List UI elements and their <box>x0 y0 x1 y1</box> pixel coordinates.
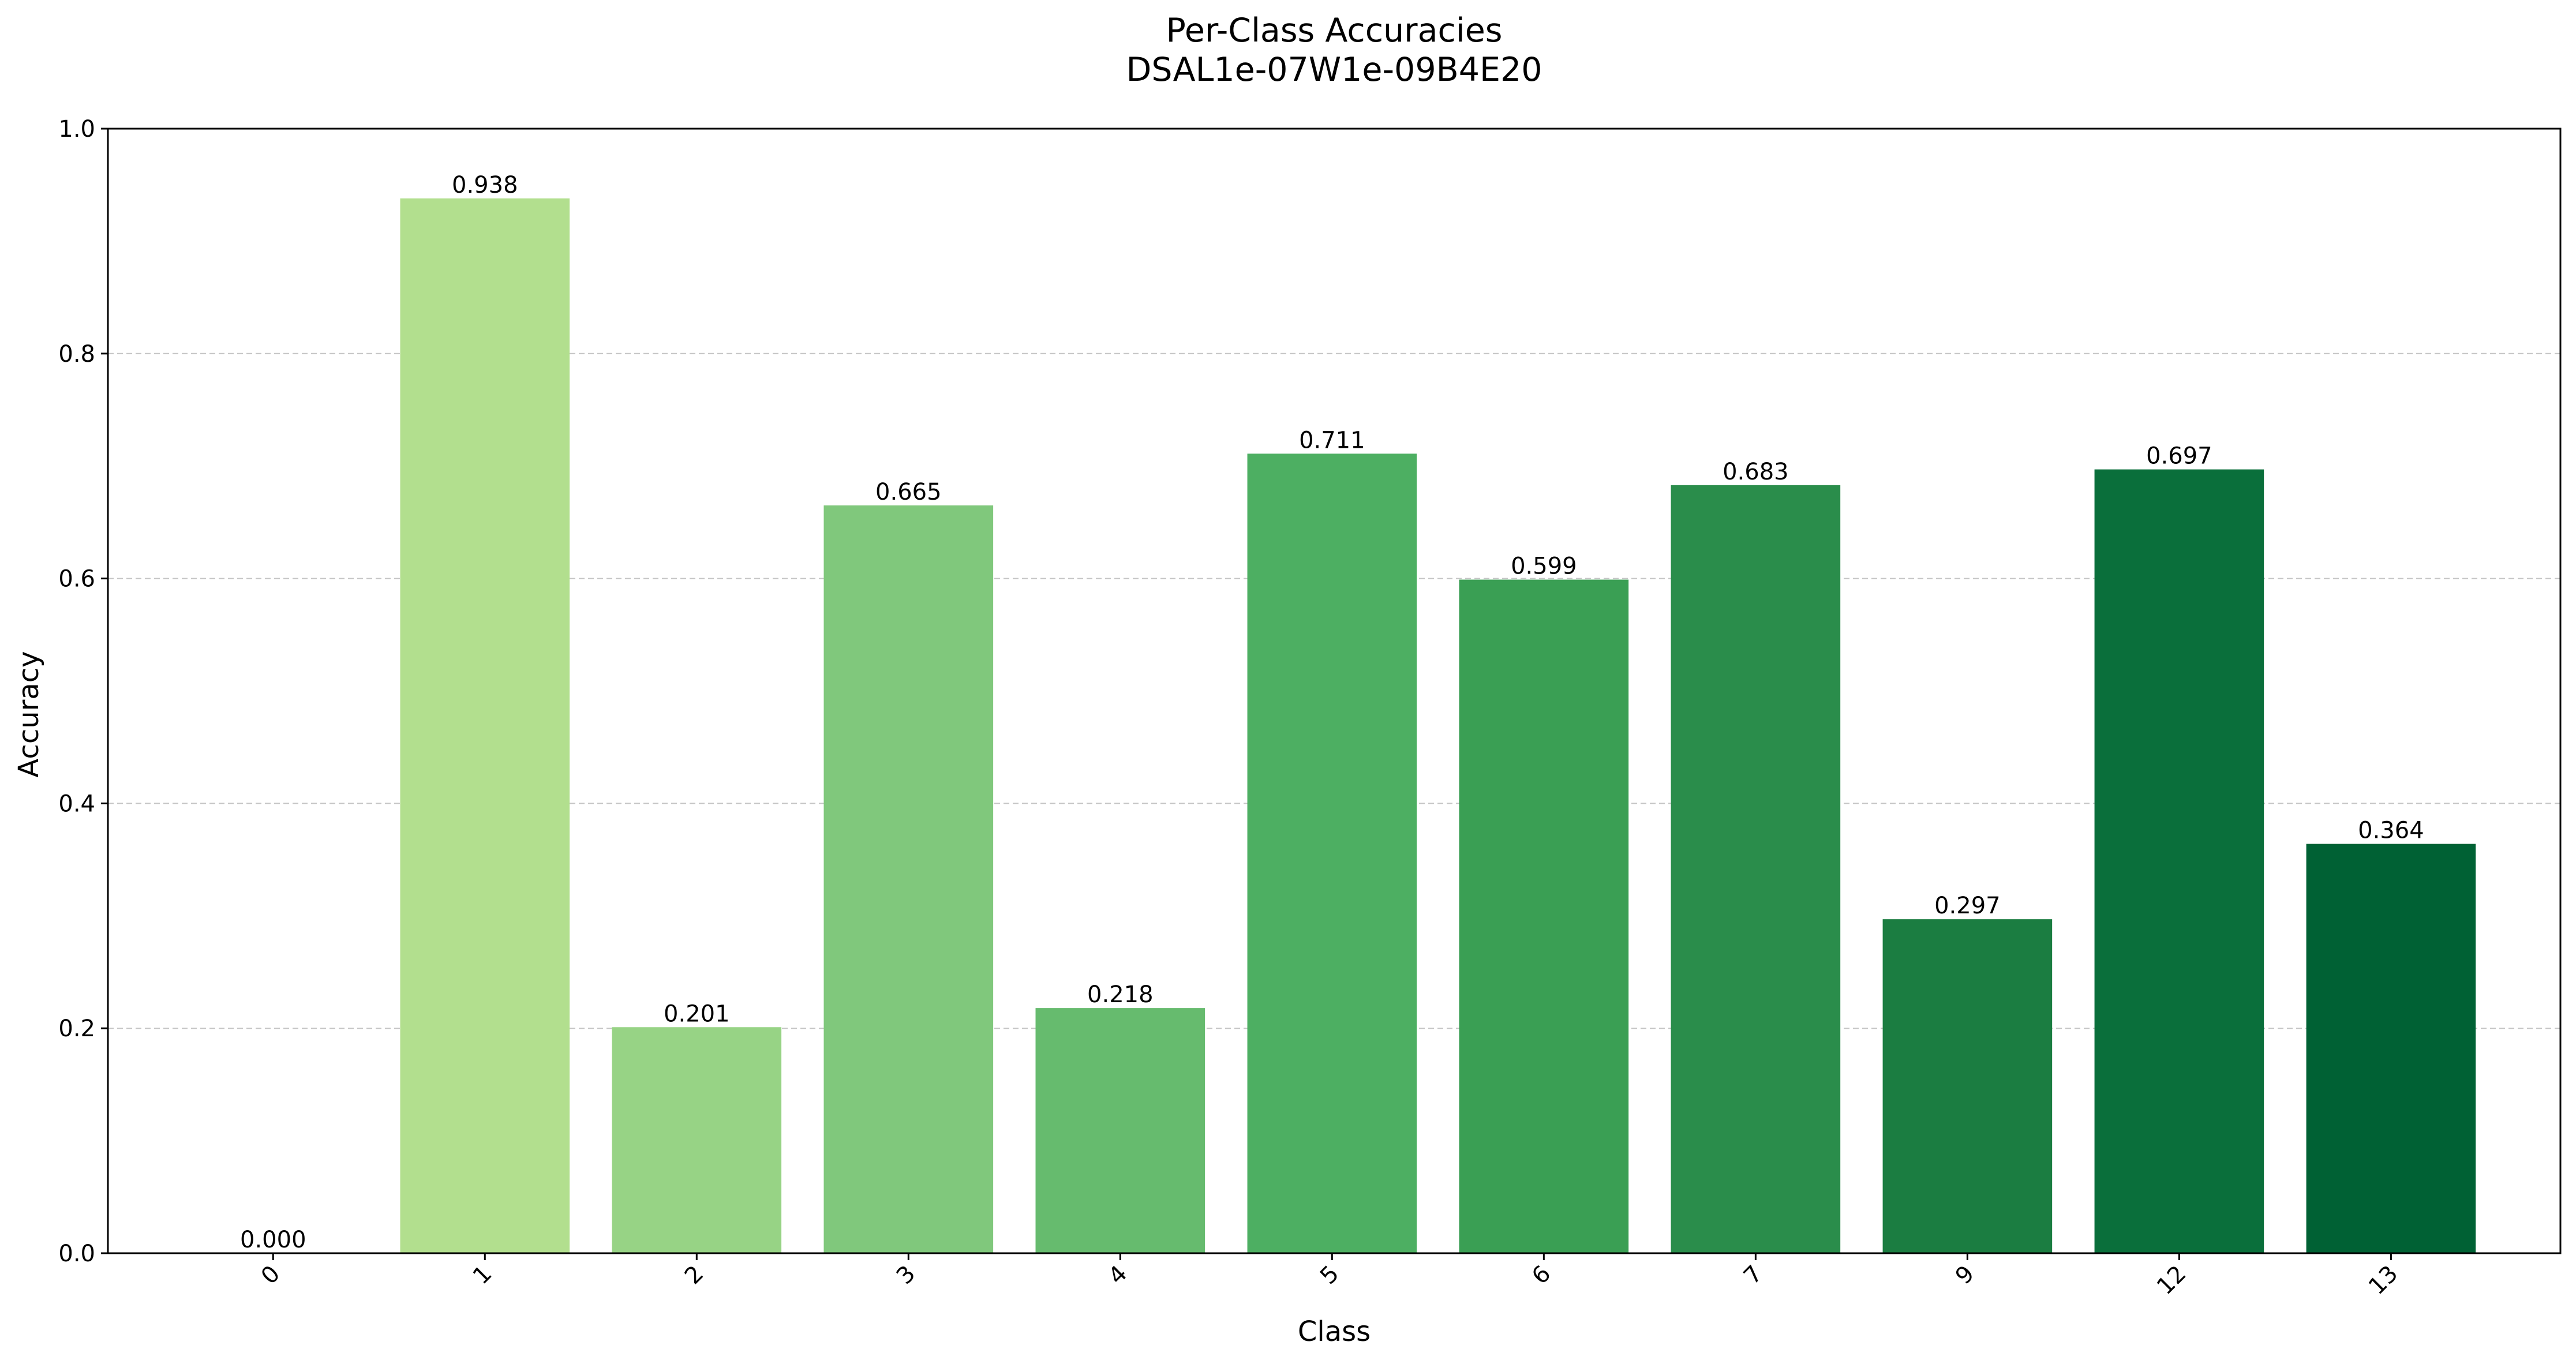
x-axis-label: Class <box>1298 1316 1371 1348</box>
bar-value-label: 0.938 <box>452 172 518 198</box>
bar-class-3 <box>823 505 994 1253</box>
bar-class-12 <box>2094 469 2264 1253</box>
bar-class-6 <box>1459 579 1629 1253</box>
y-axis-label: Accuracy <box>13 651 45 777</box>
bar-class-1 <box>400 198 570 1253</box>
bar-value-label: 0.711 <box>1299 427 1365 454</box>
bars <box>400 198 2476 1253</box>
bar-value-label: 0.201 <box>664 1000 730 1027</box>
bar-class-7 <box>1671 485 1841 1253</box>
bar-class-5 <box>1247 454 1417 1253</box>
bar-value-label: 0.683 <box>1723 459 1789 485</box>
bar-value-label: 0.297 <box>1934 893 2001 919</box>
bar-value-label: 0.000 <box>240 1227 306 1253</box>
value-labels: 0.000 0.938 0.201 0.665 0.218 0.711 0.599 0.683… <box>240 172 2424 1253</box>
y-tick-label: 0.0 <box>58 1241 95 1267</box>
chart-subtitle: DSAL1e-07W1e-09B4E20 <box>1126 51 1542 89</box>
bar-class-4 <box>1035 1008 1205 1253</box>
bar-class-9 <box>1882 919 2053 1253</box>
bar-class-13 <box>2306 844 2476 1253</box>
bar-value-label: 0.364 <box>2358 818 2424 844</box>
y-tick-label: 0.4 <box>58 790 95 817</box>
y-axis-ticks: 0.0 0.2 0.4 0.6 0.8 1.0 <box>58 116 108 1267</box>
bar-class-2 <box>612 1027 782 1253</box>
y-tick-label: 0.6 <box>58 566 95 593</box>
bar-value-label: 0.218 <box>1087 981 1154 1008</box>
bar-value-label: 0.599 <box>1511 553 1577 580</box>
y-tick-label: 0.8 <box>58 341 95 368</box>
y-tick-label: 1.0 <box>58 116 95 143</box>
chart-title: Per-Class Accuracies <box>1166 12 1503 50</box>
y-tick-label: 0.2 <box>58 1015 95 1042</box>
bar-value-label: 0.697 <box>2146 443 2212 470</box>
bar-value-label: 0.665 <box>875 479 942 505</box>
plot-frame <box>107 128 2562 1254</box>
